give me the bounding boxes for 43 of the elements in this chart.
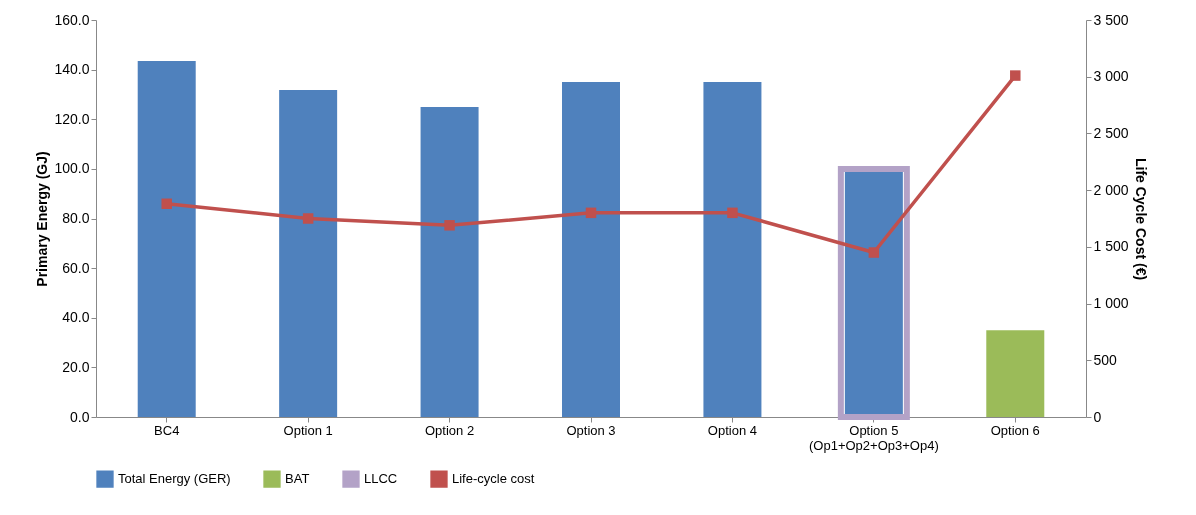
x-tick-label: Option 5 (Op1+Op2+Op3+Op4) [808,422,939,453]
y-tick-label: 140.0 [54,61,90,78]
legend-label: Life-cycle cost [452,471,535,487]
y2-tick-label: 0 [1093,408,1102,425]
x-tick-label: Option 4 [707,422,758,438]
bar [279,89,338,417]
point [444,220,455,231]
x-tick-label: Option 3 [566,422,616,438]
y2-axis-title: Life Cycle Cost (€) [1132,157,1149,281]
legend-label: Total Energy (GER) [118,471,231,487]
point [585,207,597,219]
y-tick-label: 40.0 [62,309,90,326]
y2-tick-label: 1 000 [1093,295,1129,312]
y2-tick-label: 2 500 [1093,124,1129,141]
y-tick-label: 160.0 [54,11,90,28]
x-tick-label: BC4 [154,422,180,438]
legend-label: LLCC [364,471,398,487]
bar [562,82,620,417]
bar [420,107,479,417]
y-tick-label: 80.0 [62,210,90,226]
point [161,198,172,209]
x-tick-label: Option 2 [424,422,475,438]
bar [986,330,1045,417]
y-axis-title: Primary Energy (GJ) [34,151,51,287]
bar [703,82,762,417]
y2-tick-label: 3 500 [1093,11,1129,28]
y-tick-label: 60.0 [62,259,90,276]
y2-tick-label: 500 [1093,351,1118,368]
point [302,213,314,224]
x-tick-label: Option 6 [990,422,1040,438]
x-tick-label: Option 1 [283,422,333,438]
bar [137,60,196,417]
y2-tick-label: 1 500 [1093,238,1129,255]
legend-label: BAT [285,471,310,487]
y2-tick-label: 2 000 [1093,181,1129,198]
y-tick-label: 0.0 [70,408,90,425]
y-tick-label: 20.0 [62,358,90,375]
y2-tick-label: 3 000 [1093,68,1129,85]
point [1010,70,1021,81]
y-tick-label: 100.0 [54,160,90,177]
y-tick-label: 120.0 [54,110,90,127]
point [727,207,738,219]
point [868,247,880,258]
